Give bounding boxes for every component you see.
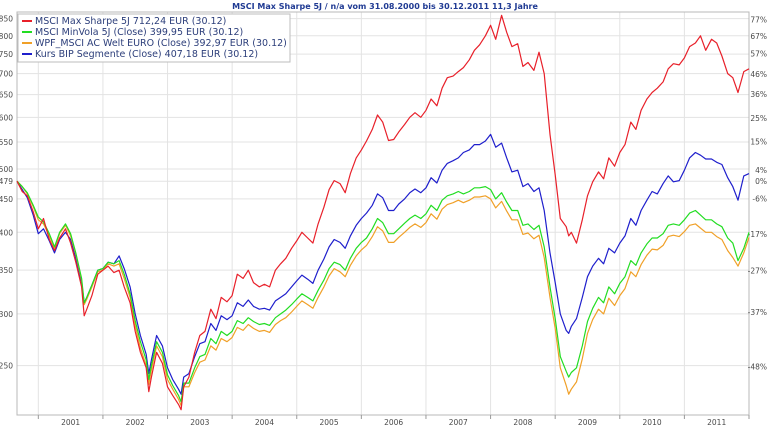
y-left-tick-label: 550: [0, 138, 13, 147]
series-line: [16, 14, 750, 411]
series-line: [16, 180, 750, 407]
chart-title: MSCI Max Sharpe 5J / n/a vom 31.08.2000 …: [232, 2, 538, 11]
y-left-tick-label: 600: [0, 113, 13, 122]
y-right-tick-label: -48%: [748, 363, 767, 372]
y-left-tick-label: 800: [0, 32, 13, 41]
y-right-tick-label: -27%: [748, 266, 767, 275]
y-right-tick-label: -37%: [748, 308, 767, 317]
x-tick-label: 2009: [578, 418, 597, 427]
y-right-tick-label: 15%: [750, 138, 767, 147]
y-right-tick-label: 4%: [755, 166, 767, 175]
x-tick-label: 2002: [126, 418, 145, 427]
x-tick-label: 2003: [190, 418, 209, 427]
x-tick-label: 2001: [61, 418, 80, 427]
x-tick-label: 2007: [449, 418, 468, 427]
y-right-tick-label: 57%: [750, 49, 767, 58]
legend-label: MSCI MinVola 5J (Close) 399,95 EUR (30.1…: [35, 27, 243, 38]
legend-box: [17, 13, 291, 63]
x-tick-label: 2005: [320, 418, 339, 427]
y-left-tick-label: 500: [0, 165, 13, 174]
y-right-tick-label: 46%: [750, 70, 767, 79]
y-left-tick-label: 300: [0, 310, 13, 319]
y-left-tick-label: 450: [0, 195, 13, 204]
y-left-tick-label: 750: [0, 50, 13, 59]
y-left-tick-label: 479: [0, 177, 13, 186]
y-left-tick-label: 400: [0, 228, 13, 237]
legend-label: MSCI Max Sharpe 5J 712,24 EUR (30.12): [35, 16, 226, 27]
y-left-tick-label: 850: [0, 15, 13, 24]
y-left-tick-label: 250: [0, 362, 13, 371]
x-tick-label: 2006: [384, 418, 403, 427]
x-tick-label: 2008: [513, 418, 532, 427]
series-line: [16, 133, 750, 395]
y-left-tick-label: 650: [0, 91, 13, 100]
y-right-tick-label: 0%: [755, 177, 767, 186]
series-lines: [16, 14, 750, 411]
y-right-tick-label: 67%: [750, 32, 767, 41]
axes: 250 300 350 400 450 479 500 550 600 650 700 750 800 8…: [0, 11, 767, 427]
y-left-tick-label: 700: [0, 70, 13, 79]
y-right-tick-label: 77%: [750, 15, 767, 24]
legend-label: WPF_MSCI AC Welt EURO (Close) 392,97 EUR…: [35, 38, 287, 49]
x-tick-label: 2010: [643, 418, 662, 427]
y-right-tick-label: -17%: [748, 230, 767, 239]
y-right-tick-label: 36%: [750, 90, 767, 99]
plot-frame: [16, 11, 750, 416]
y-right-tick-label: -6%: [752, 195, 767, 204]
y-left-tick-label: 350: [0, 266, 13, 275]
x-tick-label: 2011: [707, 418, 726, 427]
x-tick-label: 2004: [255, 418, 274, 427]
legend-label: Kurs BIP Segmente (Close) 407,18 EUR (30…: [35, 49, 258, 60]
legend: MSCI Max Sharpe 5J 712,24 EUR (30.12)MSC…: [17, 13, 291, 63]
y-right-tick-label: 25%: [750, 114, 767, 123]
series-line: [16, 180, 750, 403]
